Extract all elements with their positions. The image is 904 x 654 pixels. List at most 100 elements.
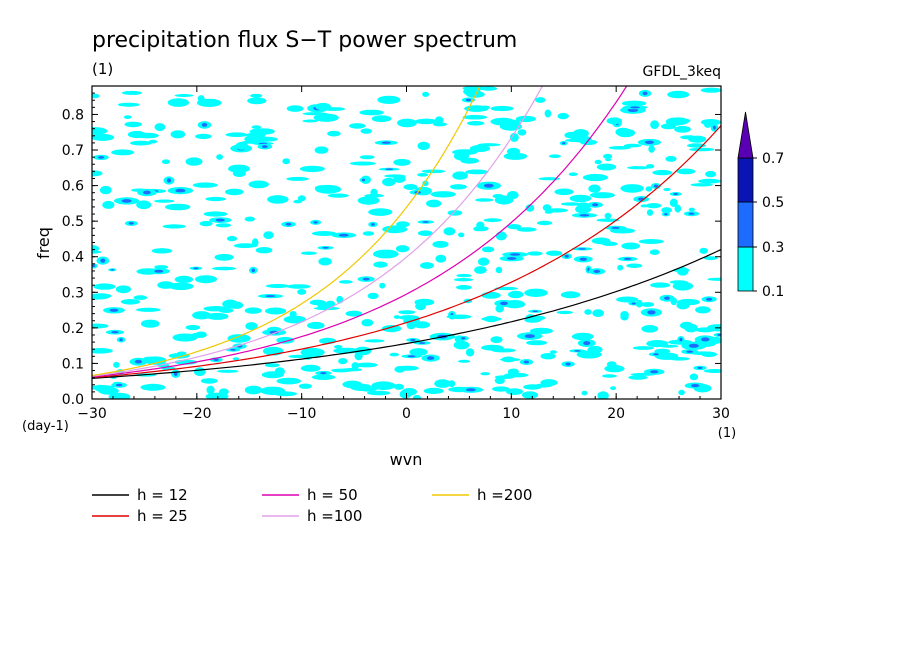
contour-patch bbox=[584, 309, 592, 315]
contour-patch bbox=[494, 377, 505, 385]
contour-patch bbox=[367, 390, 391, 396]
contour-patch bbox=[420, 262, 434, 269]
contour-patch bbox=[452, 149, 478, 156]
contour-patch bbox=[300, 364, 321, 372]
contour-patch bbox=[462, 86, 487, 91]
contour-patch bbox=[355, 362, 378, 368]
contour-patch bbox=[517, 129, 527, 136]
contour-patch bbox=[705, 170, 717, 178]
contour-patch-strong bbox=[509, 253, 521, 256]
contour-patch bbox=[92, 293, 112, 299]
contour-patch bbox=[623, 143, 642, 148]
y-axis-label: freq bbox=[34, 227, 53, 259]
contour-patch bbox=[194, 367, 206, 377]
contour-patch-strong bbox=[381, 141, 391, 144]
contour-patch bbox=[608, 146, 631, 150]
contour-patch bbox=[669, 357, 690, 361]
contour-patch bbox=[370, 188, 378, 197]
contour-patch bbox=[251, 238, 259, 248]
colorbar-label: 0.5 bbox=[762, 195, 784, 211]
legend-label: h =200 bbox=[477, 486, 532, 504]
contour-patch bbox=[403, 184, 418, 190]
contour-patch bbox=[678, 389, 685, 396]
contour-patch bbox=[248, 180, 269, 189]
legend-label: h = 12 bbox=[137, 486, 188, 504]
contour-patch bbox=[669, 280, 688, 284]
contour-patch bbox=[432, 122, 447, 127]
contour-patch bbox=[244, 385, 263, 395]
contour-patch bbox=[430, 191, 456, 198]
contour-patch bbox=[393, 158, 411, 166]
contour-patch bbox=[536, 220, 553, 226]
contour-patch bbox=[205, 392, 229, 399]
contour-patch bbox=[503, 152, 528, 160]
contour-patch bbox=[492, 386, 510, 392]
contour-patch bbox=[373, 261, 388, 268]
contour-patch bbox=[594, 159, 602, 165]
colorbar-segment bbox=[737, 246, 754, 292]
contour-patch bbox=[325, 300, 336, 308]
contour-patch-strong bbox=[706, 297, 713, 301]
contour-patch bbox=[135, 132, 159, 139]
contour-patch bbox=[641, 302, 655, 307]
contour-patch bbox=[689, 373, 699, 381]
contour-patch bbox=[321, 107, 346, 111]
contour-patch bbox=[554, 188, 574, 196]
contour-patch bbox=[115, 285, 131, 294]
contour-patch bbox=[672, 281, 694, 291]
x-axis-unit: (1) bbox=[718, 426, 736, 441]
contour-patch bbox=[283, 315, 307, 324]
contour-patch-strong bbox=[701, 337, 710, 342]
contour-patch-strong bbox=[193, 267, 199, 270]
contour-patch bbox=[516, 227, 537, 232]
contour-patch bbox=[265, 284, 290, 288]
contour-patch bbox=[92, 245, 100, 252]
contour-patch-strong bbox=[579, 257, 587, 261]
contour-patch bbox=[406, 321, 416, 330]
contour-patch bbox=[111, 149, 135, 156]
contour-patch bbox=[200, 378, 218, 384]
contour-patch bbox=[318, 257, 332, 266]
contour-patch bbox=[680, 135, 697, 140]
contour-patch bbox=[396, 221, 410, 228]
contour-patch bbox=[495, 231, 507, 241]
contour-patch-strong bbox=[466, 388, 476, 392]
contour-patch bbox=[630, 372, 656, 376]
contour-patch-strong bbox=[697, 366, 703, 369]
contour-patch bbox=[225, 132, 248, 137]
contour-patch bbox=[120, 299, 141, 305]
contour-patch bbox=[667, 90, 690, 99]
contour-patch bbox=[465, 169, 489, 175]
contour-patch bbox=[501, 356, 516, 363]
colorbar-segment bbox=[737, 157, 754, 203]
contour-patch-strong bbox=[506, 257, 517, 260]
contour-patch bbox=[481, 344, 504, 351]
contour-patch bbox=[540, 353, 556, 360]
contour-patch bbox=[359, 109, 384, 116]
contour-patch bbox=[140, 319, 160, 328]
contour-patch bbox=[113, 361, 120, 368]
contour-patch bbox=[205, 196, 227, 202]
colorbar: 0.1 0.3 0.5 0.7 bbox=[737, 111, 784, 300]
contour-patch bbox=[206, 385, 215, 395]
contour-patch-strong bbox=[574, 350, 581, 352]
contour-patch bbox=[456, 285, 472, 290]
contour-patch bbox=[663, 353, 675, 358]
contour-patch bbox=[480, 372, 491, 376]
contour-patch bbox=[505, 388, 524, 395]
contour-patch-strong bbox=[115, 383, 123, 387]
contour-patch bbox=[111, 393, 120, 398]
contour-patch bbox=[499, 122, 522, 131]
contour-patch bbox=[610, 386, 617, 391]
contour-patch bbox=[382, 225, 408, 234]
contour-patch-strong bbox=[98, 156, 105, 159]
contour-patch bbox=[458, 232, 465, 238]
contour-patch bbox=[185, 157, 203, 166]
contour-patch bbox=[247, 97, 267, 105]
contour-patch bbox=[453, 340, 470, 350]
contour-patch bbox=[464, 105, 489, 112]
contour-patch bbox=[508, 290, 524, 299]
legend-label: h = 25 bbox=[137, 507, 188, 525]
contour-patch-strong bbox=[592, 203, 599, 207]
contour-patch bbox=[456, 273, 472, 278]
